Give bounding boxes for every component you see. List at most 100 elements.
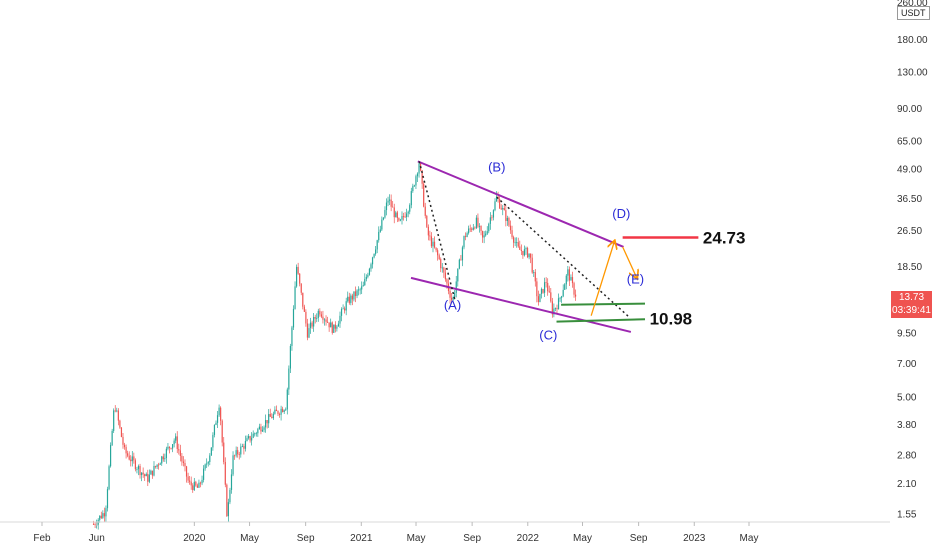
- candle-body: [202, 468, 205, 480]
- candle-body: [468, 228, 470, 234]
- candle-body: [136, 469, 138, 471]
- candle-body: [486, 231, 488, 234]
- candle-body: [198, 482, 200, 488]
- candle-body: [347, 296, 349, 302]
- candle-body: [99, 515, 101, 520]
- candle-body: [165, 448, 167, 459]
- levels: 24.73 10.98: [556, 228, 745, 329]
- candle-body: [187, 476, 189, 481]
- candle-body: [199, 482, 202, 484]
- candle-body: [525, 248, 527, 250]
- candle-body: [164, 458, 166, 460]
- candle-body: [254, 433, 256, 435]
- candle-body: [562, 289, 564, 297]
- y-tick-label: 5.00: [897, 393, 917, 404]
- candle-body: [342, 308, 344, 310]
- candle-body: [559, 297, 561, 299]
- candle-body: [500, 208, 502, 210]
- candle-body: [437, 250, 439, 256]
- candle-body: [514, 242, 516, 244]
- candle-body: [378, 231, 380, 241]
- candle-body: [444, 272, 446, 280]
- candle-body: [291, 327, 293, 346]
- candle-body: [407, 211, 409, 214]
- candle-body: [233, 455, 236, 457]
- candle-body: [333, 324, 335, 333]
- candle-body: [553, 308, 555, 315]
- candle-body: [570, 277, 572, 281]
- candle-body: [119, 420, 121, 428]
- candle-body: [483, 235, 485, 238]
- candle-body: [209, 455, 211, 462]
- y-tick-label: 260.00: [897, 0, 928, 9]
- candle-body: [114, 410, 116, 412]
- candle-body: [153, 466, 155, 476]
- candle-body: [193, 481, 195, 491]
- candle-body: [108, 466, 110, 490]
- candle-body: [292, 308, 295, 328]
- candle-body: [109, 445, 112, 467]
- candle-body: [295, 266, 298, 287]
- candle-body: [190, 481, 192, 486]
- candle-body: [162, 456, 164, 460]
- candle-body: [189, 480, 191, 482]
- candle-body: [379, 229, 381, 232]
- candle-body: [499, 198, 501, 209]
- candle-body: [488, 223, 490, 232]
- candle-body: [221, 420, 223, 443]
- candle-body: [122, 436, 124, 445]
- candle-body: [288, 368, 290, 390]
- x-tick-label: May: [740, 533, 759, 544]
- candle-body: [100, 515, 102, 519]
- candle-body: [517, 242, 519, 247]
- candle-body: [426, 215, 428, 227]
- level-label-10-98: 10.98: [650, 310, 693, 329]
- x-tick-label: 2023: [683, 533, 706, 544]
- candle-body: [382, 217, 384, 220]
- candle-body: [509, 225, 512, 231]
- candle-body: [249, 436, 251, 441]
- y-tick-label: 1.55: [897, 510, 917, 521]
- candle-body: [364, 279, 366, 286]
- candle-body: [269, 414, 271, 417]
- candle-body: [446, 279, 448, 284]
- candle-body: [423, 183, 425, 207]
- x-tick-label: Sep: [463, 533, 481, 544]
- candle-body: [330, 322, 332, 328]
- candle-body: [528, 253, 530, 258]
- candle-body: [283, 410, 285, 413]
- candle-body: [567, 269, 569, 276]
- candle-body: [375, 249, 377, 254]
- x-tick-label: May: [407, 533, 426, 544]
- candle-body: [144, 474, 146, 477]
- candle-body: [261, 429, 264, 432]
- candle-body: [441, 267, 443, 269]
- candle-body: [452, 297, 454, 300]
- candle-body: [556, 308, 558, 310]
- candle-body: [495, 196, 498, 202]
- candle-body: [277, 411, 279, 415]
- candle-body: [424, 206, 426, 216]
- candle-body: [241, 446, 243, 447]
- x-tick-label: 2020: [183, 533, 206, 544]
- candle-body: [226, 484, 228, 517]
- candle-body: [182, 461, 185, 464]
- candle-body: [421, 170, 423, 184]
- candle-body: [554, 308, 557, 309]
- candle-body: [540, 288, 543, 294]
- trendline-upper: [417, 160, 624, 248]
- candle-body: [201, 479, 203, 484]
- candle-body: [571, 277, 574, 284]
- candle-body: [356, 290, 358, 297]
- candle-body: [475, 217, 477, 228]
- candle-body: [120, 427, 123, 437]
- candle-body: [438, 255, 440, 260]
- y-tick-label: 2.10: [897, 479, 917, 490]
- candle-body: [362, 285, 364, 287]
- candle-body: [565, 275, 567, 285]
- candle-body: [168, 446, 171, 448]
- candle-body: [303, 306, 305, 312]
- y-tick-label: 130.00: [897, 67, 928, 78]
- candle-body: [179, 450, 181, 456]
